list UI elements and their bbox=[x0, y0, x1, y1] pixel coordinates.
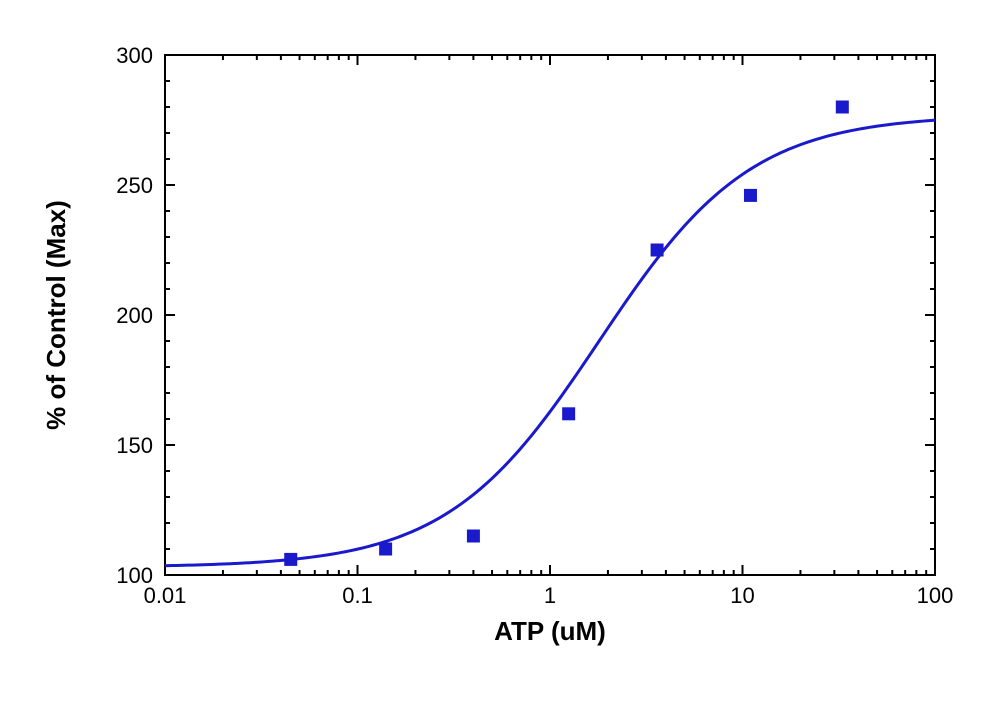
y-axis-label: % of Control (Max) bbox=[41, 200, 71, 430]
data-point bbox=[380, 543, 392, 555]
x-axis-label: ATP (uM) bbox=[494, 616, 606, 646]
data-point bbox=[285, 553, 297, 565]
x-tick-label: 10 bbox=[730, 583, 754, 608]
data-point bbox=[836, 101, 848, 113]
x-tick-label: 0.1 bbox=[342, 583, 373, 608]
y-tick-label: 200 bbox=[116, 303, 153, 328]
dose-response-chart: 0.010.1110100100150200250300ATP (uM)% of… bbox=[0, 0, 999, 711]
y-tick-label: 300 bbox=[116, 43, 153, 68]
chart-svg: 0.010.1110100100150200250300ATP (uM)% of… bbox=[0, 0, 999, 711]
data-point bbox=[563, 408, 575, 420]
data-point bbox=[744, 189, 756, 201]
data-point bbox=[651, 244, 663, 256]
y-tick-label: 100 bbox=[116, 563, 153, 588]
data-point bbox=[467, 530, 479, 542]
fit-curve bbox=[165, 120, 935, 566]
y-tick-label: 150 bbox=[116, 433, 153, 458]
x-tick-label: 1 bbox=[544, 583, 556, 608]
y-tick-label: 250 bbox=[116, 173, 153, 198]
x-tick-label: 100 bbox=[917, 583, 954, 608]
